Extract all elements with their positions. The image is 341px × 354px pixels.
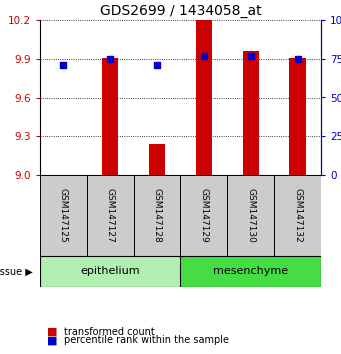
Text: GSM147132: GSM147132 <box>293 188 302 243</box>
Point <box>154 62 160 68</box>
Text: mesenchyme: mesenchyme <box>213 266 288 276</box>
Point <box>295 56 300 62</box>
Bar <box>180 256 321 287</box>
Text: GSM147125: GSM147125 <box>59 188 68 243</box>
Text: GSM147129: GSM147129 <box>199 188 208 243</box>
Text: GSM147127: GSM147127 <box>106 188 115 243</box>
Point <box>107 56 113 62</box>
Point <box>201 53 207 58</box>
Bar <box>40 175 87 256</box>
Bar <box>102 58 118 175</box>
Bar <box>274 175 321 256</box>
Bar <box>196 20 212 175</box>
Bar <box>290 58 306 175</box>
Bar <box>40 256 180 287</box>
Point <box>61 62 66 68</box>
Bar <box>87 175 134 256</box>
Text: GSM147128: GSM147128 <box>152 188 162 243</box>
Bar <box>242 51 259 175</box>
Bar <box>180 175 227 256</box>
Text: percentile rank within the sample: percentile rank within the sample <box>64 336 229 346</box>
Text: tissue ▶: tissue ▶ <box>0 266 33 276</box>
Bar <box>227 175 274 256</box>
Bar <box>134 175 180 256</box>
Text: transformed count: transformed count <box>64 327 154 337</box>
Text: GSM147130: GSM147130 <box>246 188 255 243</box>
Text: ■: ■ <box>47 327 57 337</box>
Text: epithelium: epithelium <box>80 266 140 276</box>
Text: ■: ■ <box>47 336 57 346</box>
Title: GDS2699 / 1434058_at: GDS2699 / 1434058_at <box>100 4 261 18</box>
Bar <box>149 144 165 175</box>
Point <box>248 53 253 58</box>
